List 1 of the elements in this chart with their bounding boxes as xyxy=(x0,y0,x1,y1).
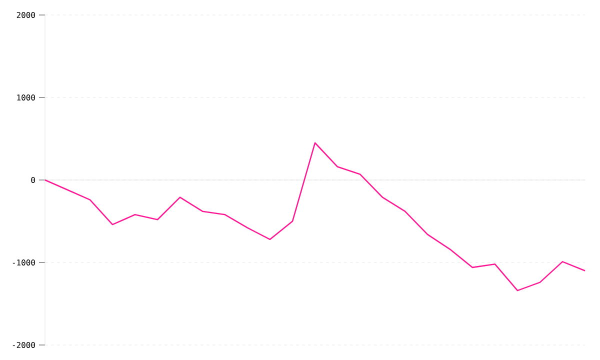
line-series xyxy=(44,142,586,292)
